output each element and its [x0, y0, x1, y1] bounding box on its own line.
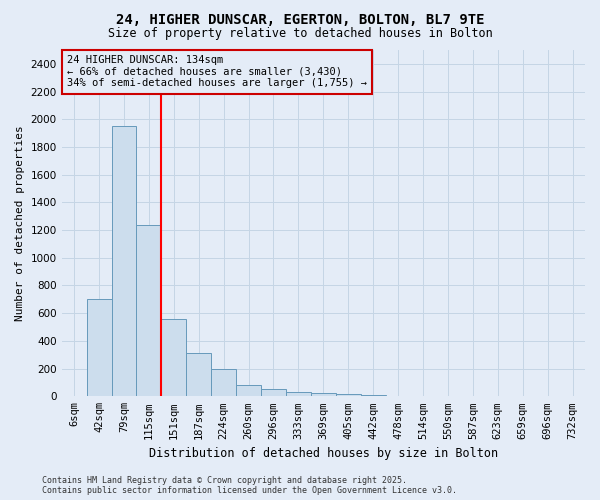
- Bar: [236, 384, 261, 396]
- Text: 24 HIGHER DUNSCAR: 134sqm
← 66% of detached houses are smaller (3,430)
34% of se: 24 HIGHER DUNSCAR: 134sqm ← 66% of detac…: [67, 55, 367, 88]
- Bar: [286, 392, 311, 396]
- Bar: [112, 126, 136, 396]
- Text: Size of property relative to detached houses in Bolton: Size of property relative to detached ho…: [107, 28, 493, 40]
- Bar: [136, 224, 161, 396]
- Bar: [261, 390, 286, 396]
- Bar: [211, 368, 236, 396]
- Bar: [186, 354, 211, 397]
- Bar: [361, 395, 386, 396]
- Bar: [311, 393, 336, 396]
- Text: 24, HIGHER DUNSCAR, EGERTON, BOLTON, BL7 9TE: 24, HIGHER DUNSCAR, EGERTON, BOLTON, BL7…: [116, 12, 484, 26]
- Bar: [161, 318, 186, 396]
- X-axis label: Distribution of detached houses by size in Bolton: Distribution of detached houses by size …: [149, 447, 498, 460]
- Bar: [336, 394, 361, 396]
- Y-axis label: Number of detached properties: Number of detached properties: [15, 126, 25, 321]
- Bar: [86, 300, 112, 396]
- Text: Contains HM Land Registry data © Crown copyright and database right 2025.
Contai: Contains HM Land Registry data © Crown c…: [42, 476, 457, 495]
